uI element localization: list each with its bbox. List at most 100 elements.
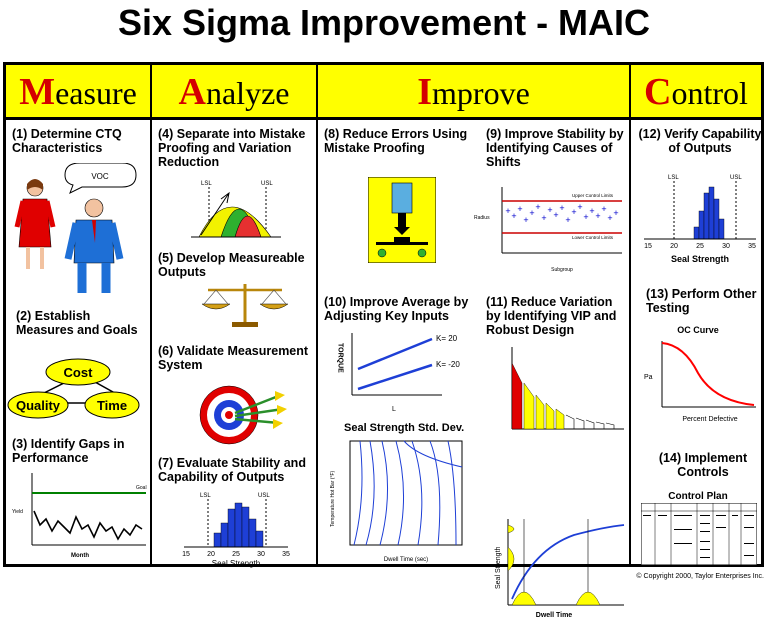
step-8: (8) Reduce Errors Using Mistake Proofing [324,127,468,155]
shift-arrow [200,191,230,236]
left-pan [201,303,231,310]
tick-12-3: 30 [722,243,730,250]
header-measure: Measure [6,65,152,120]
seal-strength-axis: Seal Strength [495,546,502,589]
measure-column [6,120,152,564]
step-10: (10) Improve Average by Adjusting Key In… [324,295,469,323]
measure-rest: easure [55,75,137,111]
man-jacket [73,219,115,264]
cp-cell-marks [643,515,754,558]
control-plan-title: Control Plan [668,491,728,502]
vr-red-dist [511,362,523,430]
svg-text:+: + [559,203,564,213]
l-axis-label: L [392,406,396,413]
tick-7-4: 35 [282,551,290,558]
tick-12-1: 20 [670,243,678,250]
man-legs [77,263,111,293]
k-pos-label: K= 20 [436,334,458,343]
rd-input-dist-high [575,591,601,606]
measure-initial: M [19,71,56,113]
svg-text:+: + [583,212,588,222]
improve-column [318,120,631,564]
page-title: Six Sigma Improvement - MAIC [117,2,651,43]
tick-12-2: 25 [696,243,704,250]
percent-defective-label: Percent Defective [682,416,737,423]
man-head [84,198,104,218]
yield-label: Yield [12,509,23,515]
device-cylinder [391,182,413,214]
cost-label: Cost [64,365,94,380]
vr-outlines [565,414,615,429]
yield-line [33,510,143,541]
seal-strength-label-7: Seal Strength [212,559,260,568]
interaction-plot: TORQUE K= 20 K= -20 L [337,333,460,413]
tick-12-4: 35 [748,243,756,250]
darts [234,393,284,425]
target-bullseye [225,411,233,419]
step-2: (2) Establish Measures and Goals [16,309,138,337]
svg-text:+: + [535,202,540,212]
control-points: + ++ +++ ++ + +++ +++ +++ + [505,202,618,225]
lsl-label-12: LSL [668,175,679,181]
step-11: (11) Reduce Variation by Identifying VIP… [486,295,617,337]
contour-frame [349,440,463,546]
performance-chart: Goal Yield Month [12,473,147,559]
step-3: (3) Identify Gaps in Performance [12,437,125,465]
usl-label-12: USL [730,175,742,181]
pan-strings [203,289,287,305]
step-14: (14) Implement Controls [658,451,748,479]
contour-plot: Temperature Hot Bar (°F) Dwell Time (sec… [330,440,463,563]
scale-illustration [201,284,289,327]
scale-base [232,322,258,327]
contour-lines [353,440,463,546]
lower-control-label: Lower Control Limits [572,235,614,240]
device-light-left [377,248,387,258]
rd-curve [511,524,625,600]
dwell-sec-label: Dwell Time (sec) [384,557,428,563]
improve-rest: mprove [432,75,530,111]
tick-7-2: 25 [232,551,240,558]
maic-grid: Measure Analyze Improve Control (1) Dete… [3,62,764,619]
control-initial: C [644,71,672,113]
svg-text:+: + [553,210,558,220]
radius-label: Radius [474,215,490,221]
svg-text:+: + [601,204,606,214]
usl-label-7: USL [258,493,270,499]
svg-text:+: + [595,211,600,221]
robust-design-plot: Seal Strength Dwell Time [495,519,625,619]
rd-output-dist-narrow [507,524,515,534]
device-part [394,237,410,242]
cp-column-rules [654,503,742,565]
histogram-bars-12 [693,186,725,240]
svg-text:+: + [541,213,546,223]
subgroup-label: Subgroup [551,267,573,273]
voc-label: VOC [91,172,109,181]
pa-label: Pa [644,374,653,381]
time-label: Time [97,398,127,413]
cp-frame [641,503,757,566]
capability-histogram-12: LSL USL 15 20 25 30 35 Seal Strength [644,175,756,264]
lsl-label: LSL [201,181,212,187]
header-control: Control [631,65,761,120]
svg-text:+: + [511,211,516,221]
speech-bubble [64,163,137,195]
svg-text:+: + [505,206,510,216]
distribution-illustration: LSL USL [191,181,281,238]
copyright-notice: © Copyright 2000, Taylor Enterprises Inc… [636,573,764,580]
lsl-label-7: LSL [200,493,211,499]
dwell-time-label: Dwell Time [536,612,573,619]
device-base [376,242,428,245]
analyze-column [152,120,318,564]
upper-control-label: Upper Control Limits [572,193,614,198]
dart-flights [273,391,287,429]
histogram-bars-7 [213,502,264,548]
quality-label: Quality [16,398,61,413]
improve-initial: I [417,71,433,113]
svg-text:+: + [613,208,618,218]
svg-text:+: + [523,215,528,225]
oc-curve-chart: Pa Percent Defective [644,341,756,423]
device-light-right [417,248,427,258]
k-pos-line [357,337,433,371]
k-neg-label: K= -20 [436,360,460,369]
vr-yellow-dists [523,382,565,430]
